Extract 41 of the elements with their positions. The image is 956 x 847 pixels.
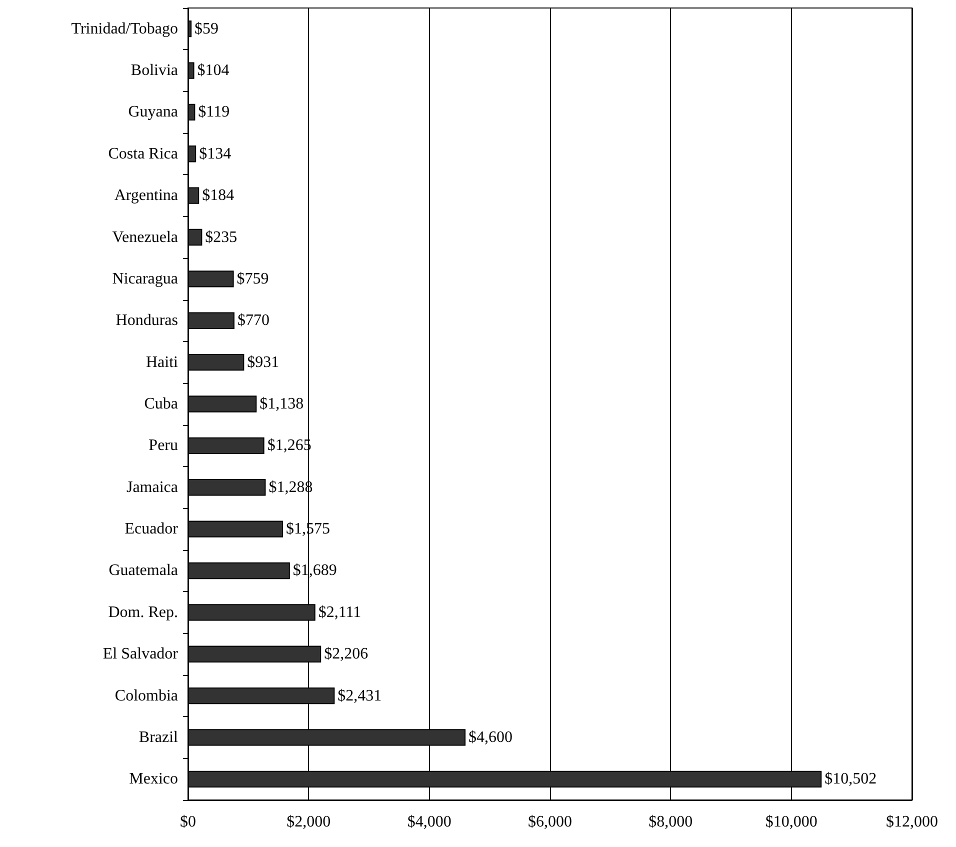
x-tick-label: $6,000 xyxy=(528,814,572,830)
y-tick-label: Honduras xyxy=(116,312,178,330)
y-tick-label: Jamaica xyxy=(126,478,178,496)
x-tick-label: $2,000 xyxy=(286,814,331,830)
data-label: $4,600 xyxy=(468,728,513,746)
y-tick-label: Haiti xyxy=(146,354,179,371)
data-label: $770 xyxy=(237,312,270,330)
y-tick-label: El Salvador xyxy=(102,646,179,663)
y-tick-label: Peru xyxy=(148,437,178,454)
x-tick-label: $8,000 xyxy=(648,814,693,830)
data-label: $2,111 xyxy=(318,604,362,621)
data-label: $10,502 xyxy=(824,770,877,788)
x-tick-label: $4,000 xyxy=(407,814,452,830)
y-tick-label: Cuba xyxy=(144,396,178,412)
data-label: $759 xyxy=(236,270,269,288)
y-tick-label: Trinidad/Tobago xyxy=(71,20,178,38)
data-label: $931 xyxy=(247,354,280,371)
data-label: $119 xyxy=(198,104,230,121)
x-tick-label: $12,000 xyxy=(886,814,938,830)
data-label: $134 xyxy=(199,145,232,162)
data-label: $2,431 xyxy=(338,687,382,704)
y-tick-label: Guyana xyxy=(128,104,178,121)
y-tick-label: Argentina xyxy=(114,187,178,204)
data-label: $235 xyxy=(205,228,238,246)
x-tick-label: $0 xyxy=(180,814,196,830)
y-tick-label: Brazil xyxy=(138,728,179,746)
data-label: $104 xyxy=(197,62,230,80)
y-tick-label: Costa Rica xyxy=(108,145,178,162)
data-label: $184 xyxy=(202,187,234,204)
data-label: $1,138 xyxy=(260,396,304,412)
y-tick-label: Guatemala xyxy=(108,562,178,580)
y-tick-label: Venezuela xyxy=(112,228,178,246)
y-tick-label: Ecuador xyxy=(124,520,179,538)
y-tick-label: Dom. Rep. xyxy=(108,604,178,621)
data-label: $2,206 xyxy=(324,646,368,663)
data-label: $59 xyxy=(194,20,219,38)
y-tick-label: Bolivia xyxy=(130,62,178,80)
y-tick-label: Mexico xyxy=(129,770,178,788)
y-tick-label: Nicaragua xyxy=(112,270,178,288)
x-tick-label: $10,000 xyxy=(765,814,818,830)
y-tick-label: Colombia xyxy=(114,687,178,704)
